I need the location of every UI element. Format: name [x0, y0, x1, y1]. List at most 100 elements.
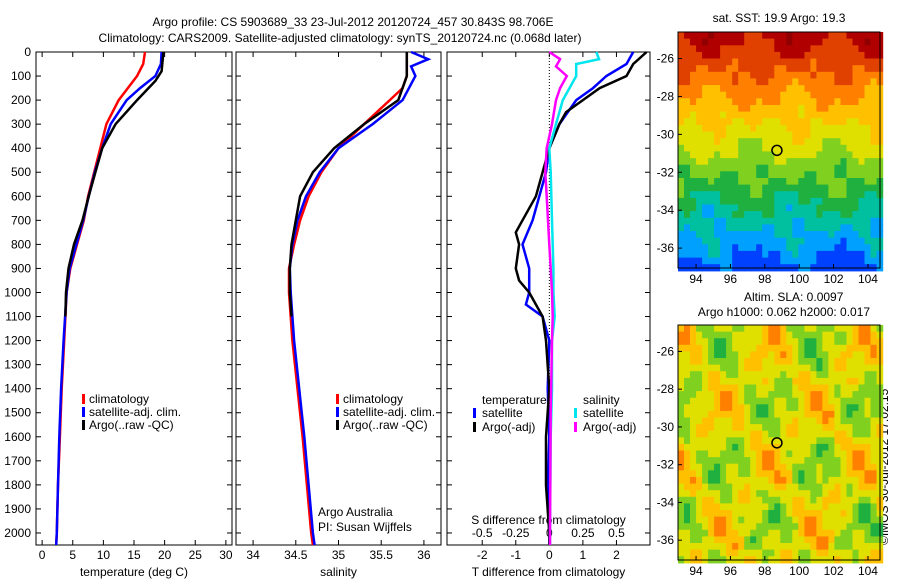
map-cell	[690, 138, 697, 146]
map-cell	[774, 351, 781, 359]
legend-label: climatology	[343, 392, 403, 406]
map-cell	[684, 490, 691, 498]
map-cell	[786, 98, 793, 106]
map-cell	[840, 391, 848, 399]
map-cell	[798, 38, 805, 46]
map-cell	[852, 158, 860, 166]
map-cell	[726, 78, 733, 86]
map-cell	[690, 151, 697, 159]
map-cell	[810, 351, 817, 359]
map-cell	[858, 351, 866, 359]
map-cell	[702, 164, 709, 172]
map-cell	[684, 331, 691, 339]
map-cell	[720, 51, 727, 60]
map-cell	[822, 490, 829, 498]
map-cell	[798, 144, 805, 152]
map-cell	[738, 250, 745, 259]
map-cell	[786, 331, 793, 339]
map-cell	[870, 496, 878, 504]
map-cell	[852, 529, 860, 537]
map-cell	[714, 197, 721, 206]
map-cell	[714, 371, 721, 379]
map-cell	[738, 58, 745, 66]
map-cell	[726, 105, 733, 113]
map-cell	[816, 325, 823, 333]
map-cell	[774, 197, 781, 206]
map-cell	[810, 549, 817, 557]
map-cell	[678, 490, 685, 498]
map-cell	[774, 85, 781, 93]
map-cell	[684, 204, 691, 212]
map-cell	[870, 503, 878, 511]
map-cell	[786, 217, 793, 225]
map-cell	[756, 158, 763, 166]
map-cell	[762, 450, 769, 458]
map-cell	[696, 397, 703, 405]
map-cell	[864, 204, 872, 212]
map-cell	[858, 158, 866, 166]
map-cell	[864, 364, 872, 372]
map-cell	[702, 543, 709, 551]
map-cell	[816, 338, 823, 346]
map-cell	[768, 250, 775, 259]
map-cell	[816, 450, 823, 458]
map-cell	[768, 410, 775, 419]
map-cell	[786, 38, 793, 46]
map-cell	[846, 344, 854, 352]
map-cell	[702, 536, 709, 544]
map-cell	[846, 463, 854, 471]
map-cell	[840, 404, 848, 412]
map-cell	[684, 549, 691, 557]
map-cell	[732, 118, 739, 126]
map-cell	[864, 257, 872, 265]
map-cell	[768, 111, 775, 119]
map-cell	[750, 404, 757, 412]
map-cell	[756, 211, 763, 219]
map-cell	[762, 231, 769, 239]
map-cell	[774, 105, 781, 113]
map-cell	[858, 91, 866, 99]
map-cell	[714, 543, 721, 551]
map-cell	[852, 470, 860, 478]
map-cell	[852, 443, 860, 452]
map-cell	[792, 338, 799, 346]
map-cell	[816, 490, 823, 498]
map-cell	[858, 470, 866, 478]
map-cell	[852, 32, 860, 40]
map-cell	[732, 197, 739, 206]
map-cell	[840, 144, 848, 152]
map-cell	[846, 58, 854, 66]
map-cell	[810, 338, 817, 346]
map-cell	[696, 351, 703, 359]
lat-tick-label: -28	[657, 89, 675, 103]
map-cell	[870, 457, 878, 465]
map-cell	[702, 131, 709, 139]
map-cell	[846, 178, 854, 186]
map-cell	[708, 510, 715, 518]
map-cell	[798, 244, 805, 252]
map-cell	[684, 397, 691, 405]
map-cell	[744, 158, 751, 166]
map-cell	[786, 417, 793, 425]
map-cell	[804, 204, 811, 212]
map-cell	[810, 529, 817, 537]
map-cell	[738, 463, 745, 471]
map-cell	[810, 470, 817, 478]
map-cell	[810, 98, 817, 106]
map-cell	[834, 331, 841, 339]
map-cell	[846, 410, 854, 419]
map-cell	[834, 483, 841, 491]
map-cell	[798, 204, 805, 212]
map-cell	[798, 443, 805, 452]
map-cell	[690, 404, 697, 412]
map-cell	[732, 131, 739, 139]
map-cell	[684, 118, 691, 126]
map-cell	[762, 417, 769, 425]
map-cell	[714, 231, 721, 239]
map-cell	[834, 32, 841, 40]
map-cell	[774, 424, 781, 432]
x-tick-label: 1	[580, 548, 587, 562]
map-cell	[870, 158, 878, 166]
map-cell	[828, 496, 835, 504]
map-cell	[708, 351, 715, 359]
